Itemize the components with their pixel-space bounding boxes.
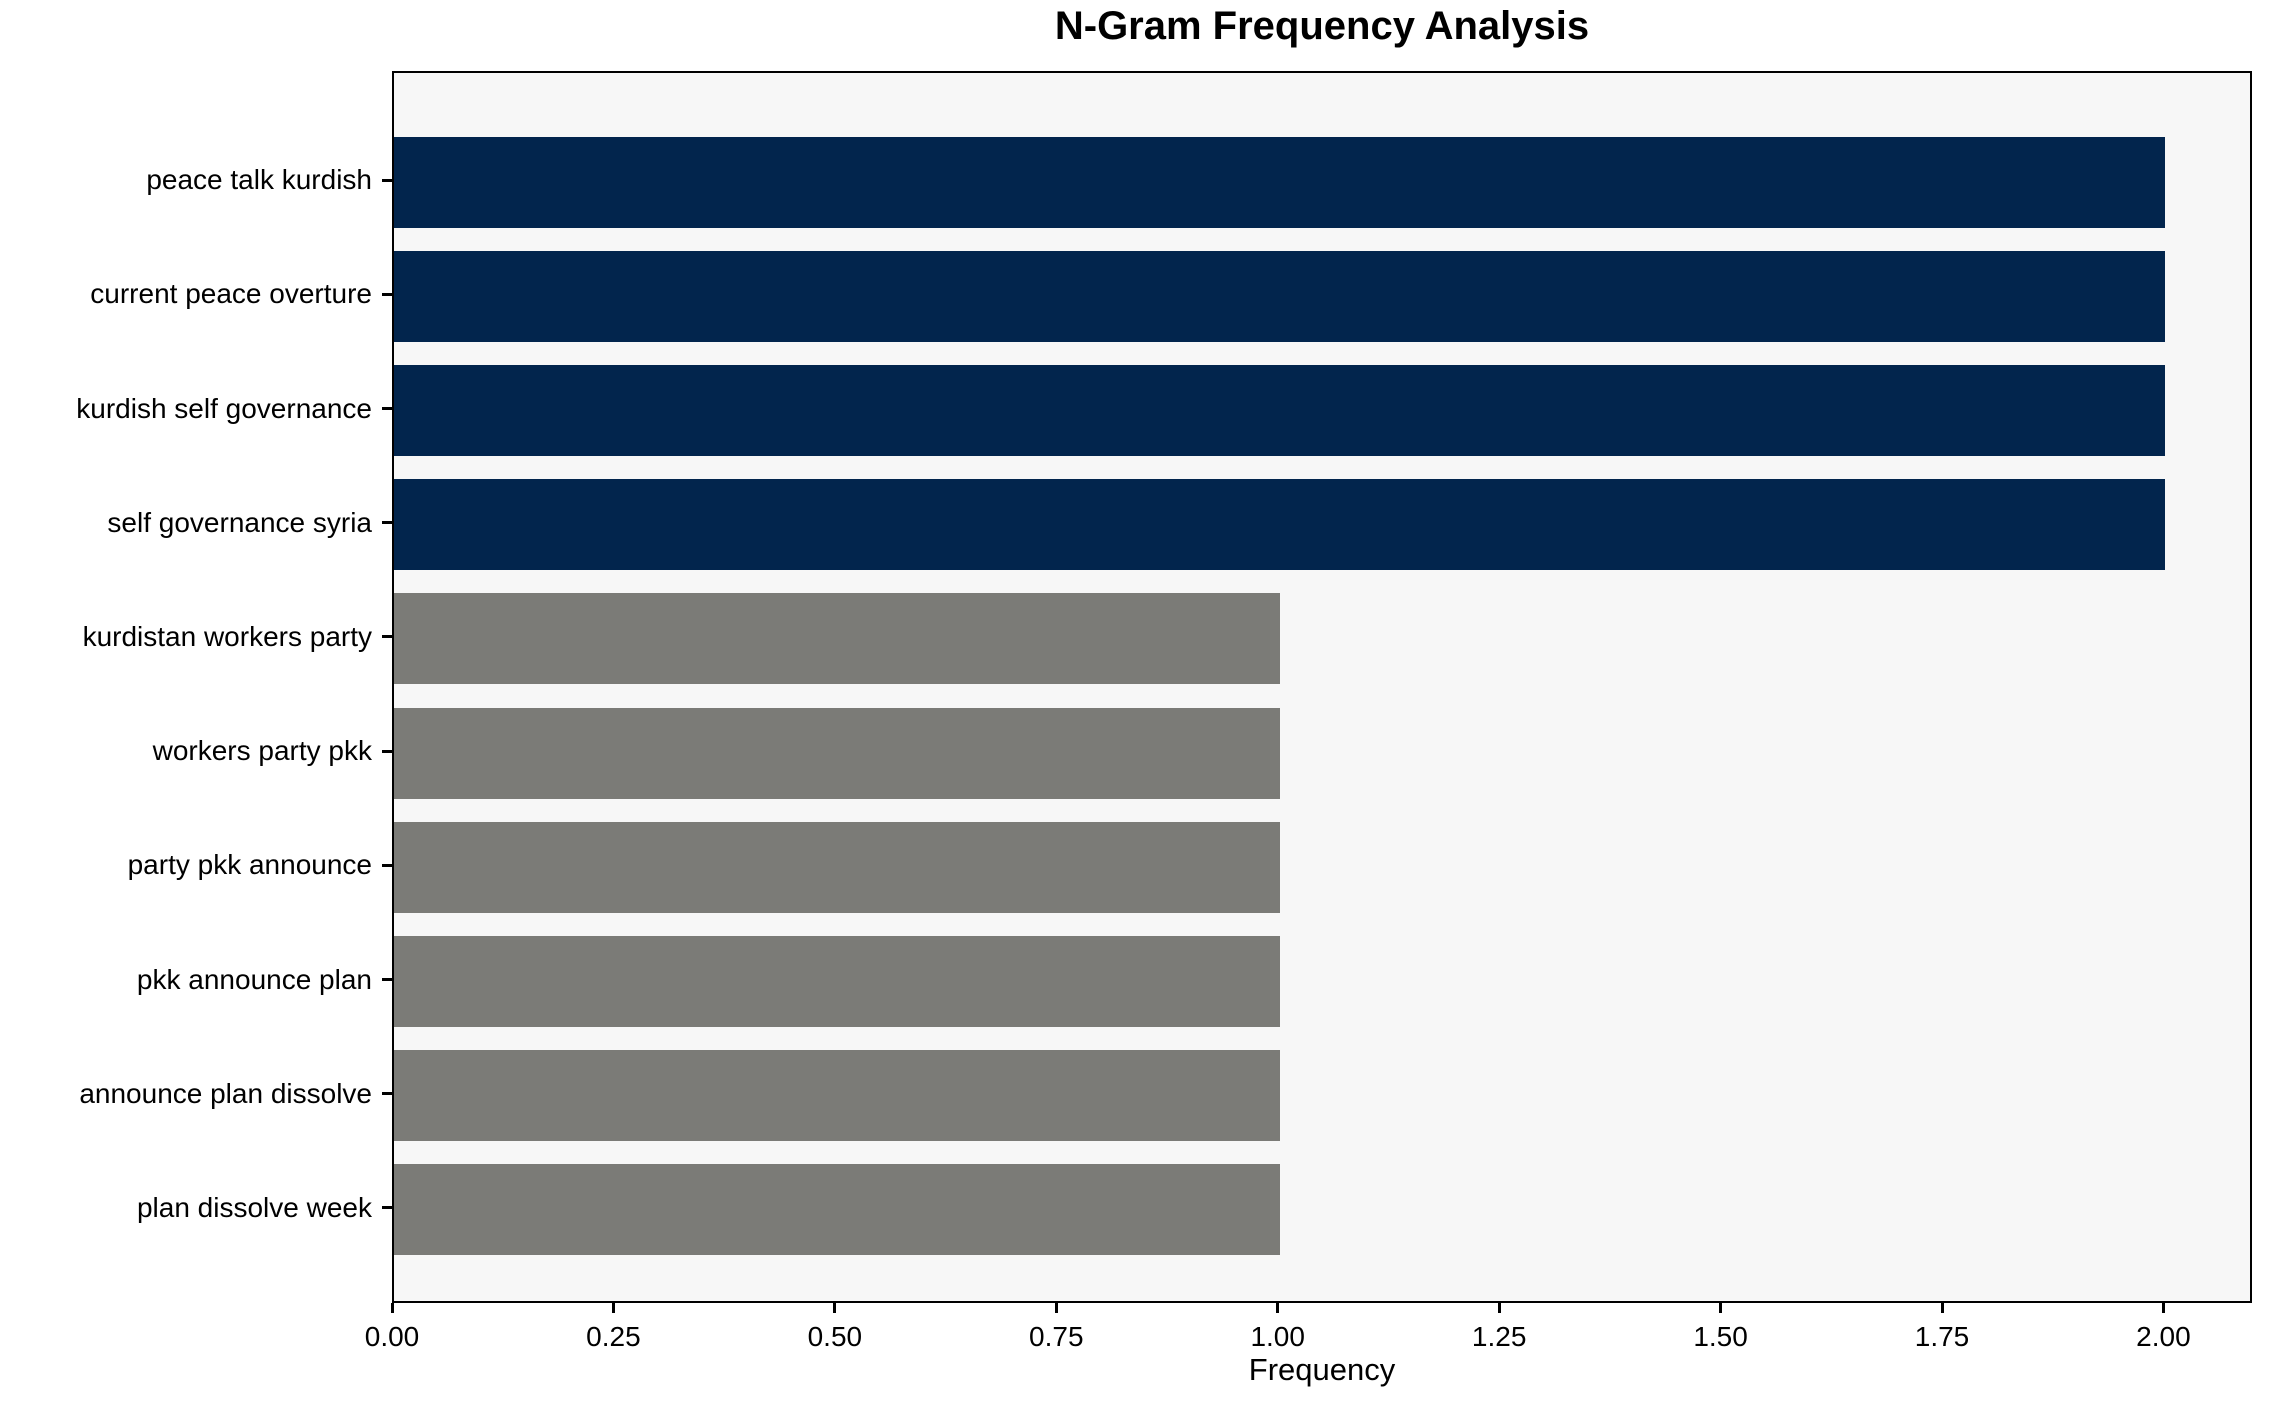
y-tick-label: kurdish self governance [76,392,372,424]
y-tick-label: announce plan dissolve [79,1077,372,1109]
x-tick-label: 1.75 [1914,1321,1970,1352]
y-tick-mark [382,407,392,410]
y-tick-label: current peace overture [90,278,372,310]
x-tick-label: 1.25 [1471,1321,1527,1352]
y-tick-label: party pkk announce [127,849,372,881]
bar-9 [394,1050,1280,1142]
chart-title: N-Gram Frequency Analysis [1054,4,1590,48]
y-tick-mark [382,1206,392,1210]
x-tick-mark [833,1303,837,1313]
bar-4 [394,479,2166,571]
x-tick-label: 0.00 [364,1321,420,1352]
y-tick-mark [382,978,392,981]
y-tick-label: self governance syria [107,506,372,538]
bar-10 [394,1164,1280,1256]
y-tick-mark [382,521,392,525]
x-tick-mark [1497,1303,1501,1313]
x-tick-mark [1719,1303,1723,1313]
x-tick-mark [2161,1303,2165,1313]
y-tick-label: kurdistan workers party [82,620,372,652]
x-tick-label: 0.50 [807,1321,863,1352]
y-tick-label: peace talk kurdish [146,164,372,196]
y-tick-mark [382,749,392,753]
x-tick-mark [611,1303,615,1313]
bar-8 [394,936,1280,1027]
y-tick-label: pkk announce plan [136,963,372,995]
y-tick-mark [382,178,392,182]
x-tick-label: 0.25 [586,1321,641,1352]
x-tick-mark [1940,1303,1944,1313]
bar-7 [394,821,1280,913]
x-tick-label: 1.00 [1250,1321,1305,1352]
y-tick-mark [382,863,392,867]
bar-2 [394,250,2166,342]
x-tick-label: 1.50 [1693,1321,1748,1352]
bar-6 [394,707,1280,799]
y-tick-label: plan dissolve week [136,1191,372,1223]
y-tick-label: workers party pkk [152,735,372,767]
plot-area [392,71,2252,1303]
x-tick-mark [390,1303,394,1313]
y-tick-mark [382,635,392,639]
x-axis-label: Frequency [1248,1352,1396,1387]
x-tick-label: 0.75 [1029,1321,1084,1352]
x-tick-mark [1276,1303,1280,1313]
x-tick-label: 2.00 [2136,1321,2191,1352]
x-tick-mark [1054,1303,1058,1313]
y-tick-mark [382,1092,392,1096]
y-tick-mark [382,292,392,296]
bar-5 [394,593,1280,685]
bar-1 [394,136,2166,228]
bar-3 [394,365,2166,456]
